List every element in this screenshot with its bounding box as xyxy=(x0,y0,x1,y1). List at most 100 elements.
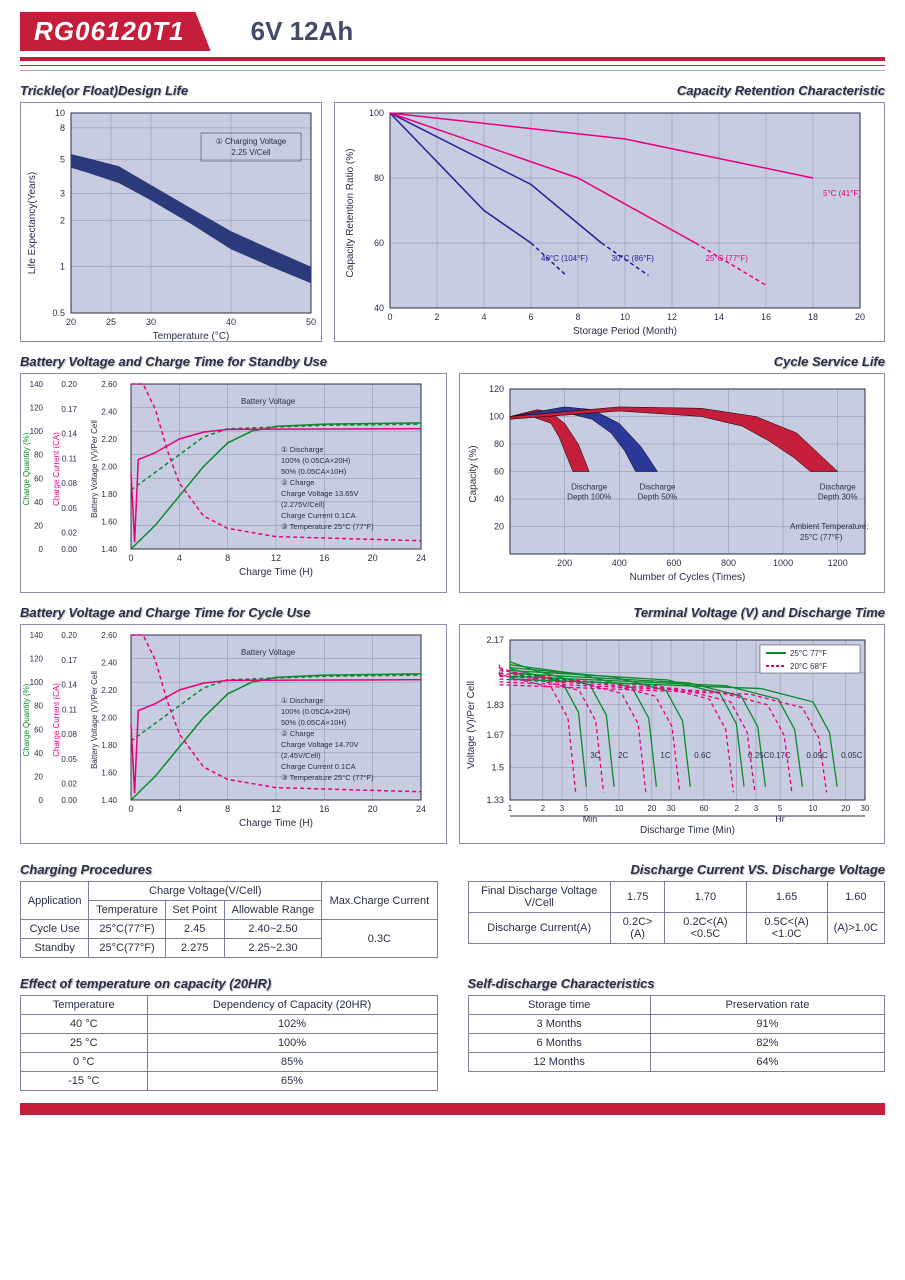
svg-text:Storage Period (Month): Storage Period (Month) xyxy=(573,326,677,337)
svg-text:120: 120 xyxy=(30,655,44,664)
cp-r1-c2: 2.275 xyxy=(165,939,224,958)
svg-text:0: 0 xyxy=(387,312,392,322)
svg-text:0.25C: 0.25C xyxy=(748,751,770,760)
svg-text:0.00: 0.00 xyxy=(61,796,77,805)
svg-text:Depth 50%: Depth 50% xyxy=(637,493,677,502)
svg-text:Battery Voltage (V)/Per Cell: Battery Voltage (V)/Per Cell xyxy=(90,420,99,518)
svg-text:0.05C: 0.05C xyxy=(841,751,863,760)
cp-r0-c0: Cycle Use xyxy=(21,920,89,939)
svg-text:Discharge: Discharge xyxy=(639,483,676,492)
svg-text:③ Temperature 25°C (77°F): ③ Temperature 25°C (77°F) xyxy=(281,522,374,531)
cp-h-temp: Temperature xyxy=(89,901,165,920)
svg-text:0.17C: 0.17C xyxy=(769,751,791,760)
svg-text:50% (0.05CA×10H): 50% (0.05CA×10H) xyxy=(281,467,347,476)
svg-text:Discharge: Discharge xyxy=(571,483,608,492)
svg-text:1.60: 1.60 xyxy=(101,769,117,778)
svg-text:0.20: 0.20 xyxy=(61,631,77,640)
tc-r2-1: 85% xyxy=(147,1053,437,1072)
tc-r2-0: 0 °C xyxy=(21,1053,148,1072)
svg-text:0.17: 0.17 xyxy=(61,656,77,665)
sd-r1-0: 6 Months xyxy=(468,1034,650,1053)
svg-text:Temperature (°C): Temperature (°C) xyxy=(153,331,230,342)
stripe-thin xyxy=(20,65,885,66)
svg-text:60: 60 xyxy=(34,474,43,483)
tc-h1: Dependency of Capacity (20HR) xyxy=(147,996,437,1015)
dc-r1-0: Final Discharge Voltage V/Cell xyxy=(468,882,610,913)
svg-text:20: 20 xyxy=(34,772,43,781)
svg-text:0.5: 0.5 xyxy=(52,308,65,318)
svg-text:Ambient Temperature:: Ambient Temperature: xyxy=(790,522,869,531)
svg-text:600: 600 xyxy=(666,558,681,568)
svg-text:40: 40 xyxy=(34,498,43,507)
svg-text:6: 6 xyxy=(528,312,533,322)
svg-text:12: 12 xyxy=(271,553,281,563)
svg-text:25: 25 xyxy=(106,317,116,327)
svg-text:1.80: 1.80 xyxy=(101,741,117,750)
svg-text:5: 5 xyxy=(777,804,782,813)
svg-text:40: 40 xyxy=(34,749,43,758)
svg-text:80: 80 xyxy=(493,439,503,449)
svg-text:20°C 68°F: 20°C 68°F xyxy=(790,662,827,671)
sd-r2-1: 64% xyxy=(650,1053,884,1072)
cyclelife-title: Cycle Service Life xyxy=(459,354,886,369)
sd-r2-0: 12 Months xyxy=(468,1053,650,1072)
svg-text:1: 1 xyxy=(507,804,512,813)
tc-r3-0: -15 °C xyxy=(21,1072,148,1091)
retention-chart: 0246810121416182040608010040°C (104°F)30… xyxy=(334,102,885,342)
svg-text:50% (0.05CA×10H): 50% (0.05CA×10H) xyxy=(281,718,347,727)
svg-text:0.02: 0.02 xyxy=(61,780,77,789)
discharge-current-table: Final Discharge Voltage V/Cell 1.75 1.70… xyxy=(468,881,886,944)
svg-text:10: 10 xyxy=(620,312,630,322)
svg-text:4: 4 xyxy=(177,553,182,563)
svg-text:20: 20 xyxy=(66,317,76,327)
svg-text:25°C (77°F): 25°C (77°F) xyxy=(706,254,749,263)
cp-h-max: Max.Charge Current xyxy=(322,882,437,920)
svg-text:Charge Current (CA): Charge Current (CA) xyxy=(52,432,61,506)
svg-text:1.60: 1.60 xyxy=(101,518,117,527)
spec-text: 6V 12Ah xyxy=(251,16,354,47)
svg-text:(2.275V/Cell): (2.275V/Cell) xyxy=(281,500,325,509)
temp-capacity-title: Effect of temperature on capacity (20HR) xyxy=(20,976,438,991)
dc-r2-3: 0.5C<(A)<1.0C xyxy=(746,913,827,944)
model-badge: RG06120T1 xyxy=(20,12,211,51)
svg-text:40: 40 xyxy=(374,303,384,313)
svg-text:120: 120 xyxy=(30,404,44,413)
svg-text:20: 20 xyxy=(368,553,378,563)
cp-h-set: Set Point xyxy=(165,901,224,920)
svg-text:① Discharge: ① Discharge xyxy=(281,696,324,705)
svg-text:3: 3 xyxy=(559,804,564,813)
svg-text:20: 20 xyxy=(493,522,503,532)
svg-text:Charge Time (H): Charge Time (H) xyxy=(239,567,313,578)
svg-text:2.40: 2.40 xyxy=(101,408,117,417)
svg-text:1000: 1000 xyxy=(773,558,793,568)
svg-text:Battery Voltage: Battery Voltage xyxy=(241,648,296,657)
svg-text:1.40: 1.40 xyxy=(101,796,117,805)
svg-text:3: 3 xyxy=(60,188,65,198)
svg-text:② Charge: ② Charge xyxy=(281,729,314,738)
svg-text:40: 40 xyxy=(226,317,236,327)
svg-text:② Charge: ② Charge xyxy=(281,478,314,487)
svg-text:14: 14 xyxy=(714,312,724,322)
svg-text:Depth 30%: Depth 30% xyxy=(817,493,857,502)
self-discharge-title: Self-discharge Characteristics xyxy=(468,976,886,991)
svg-text:1.83: 1.83 xyxy=(486,700,504,710)
svg-text:8: 8 xyxy=(225,553,230,563)
svg-text:50: 50 xyxy=(306,317,316,327)
svg-text:10: 10 xyxy=(55,108,65,118)
tc-h0: Temperature xyxy=(21,996,148,1015)
svg-text:Voltage (V)/Per Cell: Voltage (V)/Per Cell xyxy=(466,681,477,769)
svg-text:140: 140 xyxy=(30,380,44,389)
svg-text:16: 16 xyxy=(319,804,329,814)
svg-text:80: 80 xyxy=(34,451,43,460)
svg-text:200: 200 xyxy=(557,558,572,568)
svg-text:Capacity Retention Ratio (%): Capacity Retention Ratio (%) xyxy=(345,149,356,278)
svg-text:100: 100 xyxy=(369,108,384,118)
svg-text:0.6C: 0.6C xyxy=(694,751,711,760)
svg-text:① Discharge: ① Discharge xyxy=(281,445,324,454)
svg-text:0.05: 0.05 xyxy=(61,504,77,513)
tc-r1-0: 25 °C xyxy=(21,1034,148,1053)
standby-title: Battery Voltage and Charge Time for Stan… xyxy=(20,354,447,369)
cp-maxcurrent: 0.3C xyxy=(322,920,437,958)
svg-text:Battery Voltage: Battery Voltage xyxy=(241,397,296,406)
cp-h-application: Application xyxy=(21,882,89,920)
